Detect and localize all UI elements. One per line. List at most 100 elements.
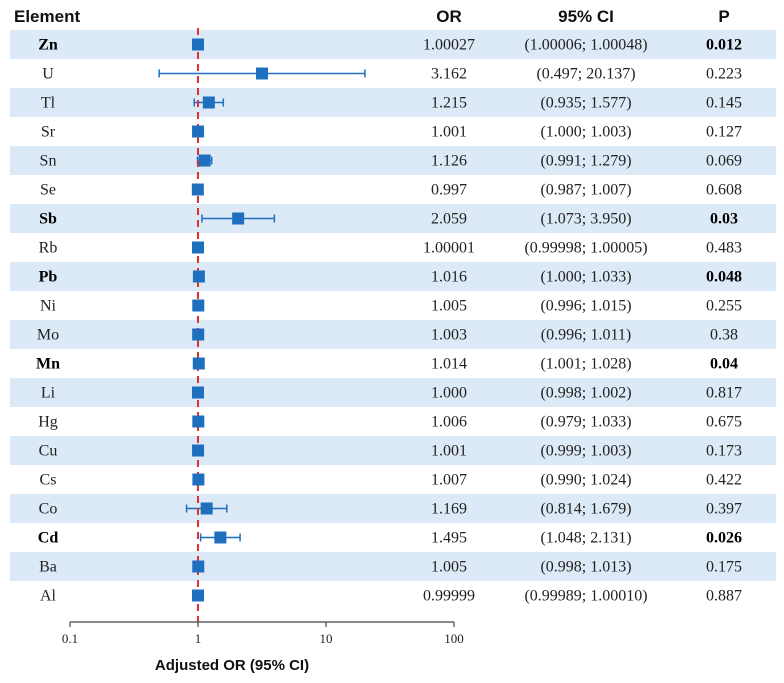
or-marker xyxy=(198,154,211,167)
row-band xyxy=(10,204,776,233)
p-value: 0.127 xyxy=(706,124,742,141)
or-markers xyxy=(191,38,268,602)
p-value: 0.483 xyxy=(706,240,742,257)
p-value: 0.026 xyxy=(706,530,742,547)
element-label: Al xyxy=(40,588,57,605)
p-value: 0.175 xyxy=(706,559,742,576)
element-label: Hg xyxy=(38,414,58,431)
x-tick-label: 100 xyxy=(444,631,464,646)
or-value: 1.016 xyxy=(431,269,467,286)
or-marker xyxy=(192,299,205,312)
element-label: U xyxy=(42,66,54,83)
or-marker xyxy=(202,96,215,109)
x-tick-label: 0.1 xyxy=(62,631,78,646)
p-value: 0.048 xyxy=(706,269,742,286)
or-value: 1.006 xyxy=(431,414,467,431)
row-bands xyxy=(10,30,776,581)
x-tick-label: 1 xyxy=(195,631,202,646)
x-axis-label: Adjusted OR (95% CI) xyxy=(155,657,309,674)
element-label: Li xyxy=(41,385,56,402)
or-marker xyxy=(192,125,205,138)
element-label: Zn xyxy=(38,37,58,54)
p-value: 0.012 xyxy=(706,37,742,54)
x-axis: 0.1 1 10 100 xyxy=(62,621,464,646)
or-marker xyxy=(192,415,205,428)
ci-value: (0.998; 1.013) xyxy=(540,559,631,576)
or-value: 1.005 xyxy=(431,559,467,576)
or-value: 1.169 xyxy=(431,501,467,518)
or-marker xyxy=(192,270,205,283)
ci-value: (0.998; 1.002) xyxy=(540,385,631,402)
p-value: 0.173 xyxy=(706,443,742,460)
ci-value: (1.00006; 1.00048) xyxy=(524,37,647,54)
element-label: Cs xyxy=(40,472,57,489)
p-value: 0.397 xyxy=(706,501,742,518)
row-band xyxy=(10,30,776,59)
or-marker xyxy=(192,38,205,51)
row-band xyxy=(10,262,776,291)
ci-value: (0.935; 1.577) xyxy=(540,95,631,112)
element-label: Mn xyxy=(36,356,60,373)
or-value: 2.059 xyxy=(431,211,467,228)
ci-value: (0.999; 1.003) xyxy=(540,443,631,460)
or-value: 1.215 xyxy=(431,95,467,112)
ci-value: (1.001; 1.028) xyxy=(540,356,631,373)
p-value: 0.223 xyxy=(706,66,742,83)
p-value: 0.145 xyxy=(706,95,742,112)
element-label: Cu xyxy=(39,443,58,460)
row-band xyxy=(10,552,776,581)
p-value: 0.04 xyxy=(710,356,738,373)
ci-value: (1.073; 3.950) xyxy=(540,211,631,228)
p-value: 0.817 xyxy=(706,385,742,402)
or-value: 1.001 xyxy=(431,124,467,141)
ci-value: (0.987; 1.007) xyxy=(540,182,631,199)
p-value: 0.422 xyxy=(706,472,742,489)
or-value: 1.003 xyxy=(431,327,467,344)
or-value: 0.997 xyxy=(431,182,467,199)
element-label: Sn xyxy=(40,153,57,170)
or-marker xyxy=(191,589,204,602)
x-tick-label: 10 xyxy=(320,631,333,646)
or-value: 1.001 xyxy=(431,443,467,460)
or-value: 1.005 xyxy=(431,298,467,315)
element-label: Rb xyxy=(39,240,58,257)
or-marker xyxy=(192,386,204,399)
element-label: Sb xyxy=(39,211,57,228)
row-band xyxy=(10,436,776,465)
element-label: Co xyxy=(39,501,58,518)
p-value: 0.069 xyxy=(706,153,742,170)
ci-value: (0.991; 1.279) xyxy=(540,153,631,170)
row-band xyxy=(10,146,776,175)
row-band xyxy=(10,378,776,407)
or-marker xyxy=(192,473,205,486)
ci-value: (0.990; 1.024) xyxy=(540,472,631,489)
ci-value: (0.497; 20.137) xyxy=(536,66,635,83)
header-element: Element xyxy=(14,7,80,26)
ci-value: (1.000; 1.033) xyxy=(540,269,631,286)
element-label: Se xyxy=(40,182,56,199)
header-or: OR xyxy=(436,7,462,26)
p-value: 0.608 xyxy=(706,182,742,199)
element-label: Tl xyxy=(41,95,56,112)
or-value: 1.126 xyxy=(431,153,467,170)
header-ci: 95% CI xyxy=(558,7,614,26)
row-band xyxy=(10,88,776,117)
or-value: 1.014 xyxy=(431,356,467,373)
or-marker xyxy=(192,560,205,573)
or-marker xyxy=(191,183,204,196)
ci-value: (0.814; 1.679) xyxy=(540,501,631,518)
element-label: Sr xyxy=(41,124,56,141)
row-band xyxy=(10,494,776,523)
ci-value: (0.996; 1.015) xyxy=(540,298,631,315)
or-value: 0.99999 xyxy=(423,588,475,605)
or-marker xyxy=(214,531,227,544)
element-label: Ba xyxy=(39,559,57,576)
ci-value: (1.000; 1.003) xyxy=(540,124,631,141)
or-marker xyxy=(192,241,205,254)
or-value: 1.000 xyxy=(431,385,467,402)
ci-value: (0.996; 1.011) xyxy=(541,327,632,344)
ci-value: (0.99998; 1.00005) xyxy=(524,240,647,257)
p-value: 0.675 xyxy=(706,414,742,431)
ci-value: (0.979; 1.033) xyxy=(540,414,631,431)
